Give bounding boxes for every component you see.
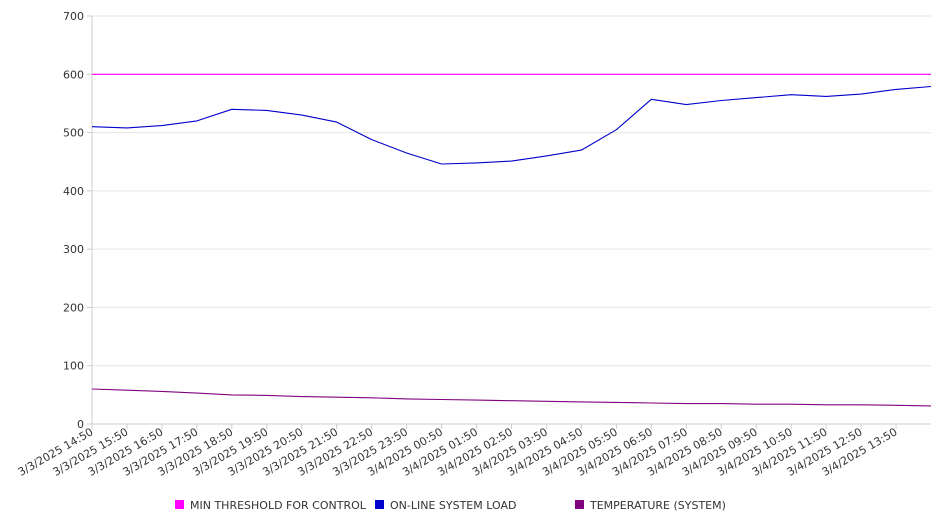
- y-tick-label: 100: [63, 360, 84, 373]
- grid: [92, 15, 931, 367]
- y-tick-label: 600: [63, 68, 84, 81]
- series-line: [91, 85, 932, 165]
- legend-label: TEMPERATURE (SYSTEM): [589, 499, 726, 512]
- y-tick-label: 500: [63, 127, 84, 140]
- y-tick-label: 400: [63, 185, 84, 198]
- y-tick-label: 0: [77, 418, 84, 431]
- y-tick-label: 700: [63, 10, 84, 23]
- y-tick-labels: 0 100 200 300 400 500 600 700: [63, 10, 84, 431]
- legend-swatch: [575, 500, 584, 509]
- legend-swatch: [375, 500, 384, 509]
- legend-label: ON-LINE SYSTEM LOAD: [390, 499, 516, 512]
- y-tick-label: 300: [63, 243, 84, 256]
- series-lines: [91, 73, 932, 407]
- axes: [87, 15, 931, 429]
- legend-swatch: [175, 500, 184, 509]
- y-tick-label: 200: [63, 301, 84, 314]
- series-line: [91, 388, 932, 407]
- legend: MIN THRESHOLD FOR CONTROL ON-LINE SYSTEM …: [175, 499, 726, 512]
- x-tick-labels: 3/3/2025 14:503/3/2025 15:503/3/2025 16:…: [16, 425, 900, 479]
- legend-label: MIN THRESHOLD FOR CONTROL: [190, 499, 367, 512]
